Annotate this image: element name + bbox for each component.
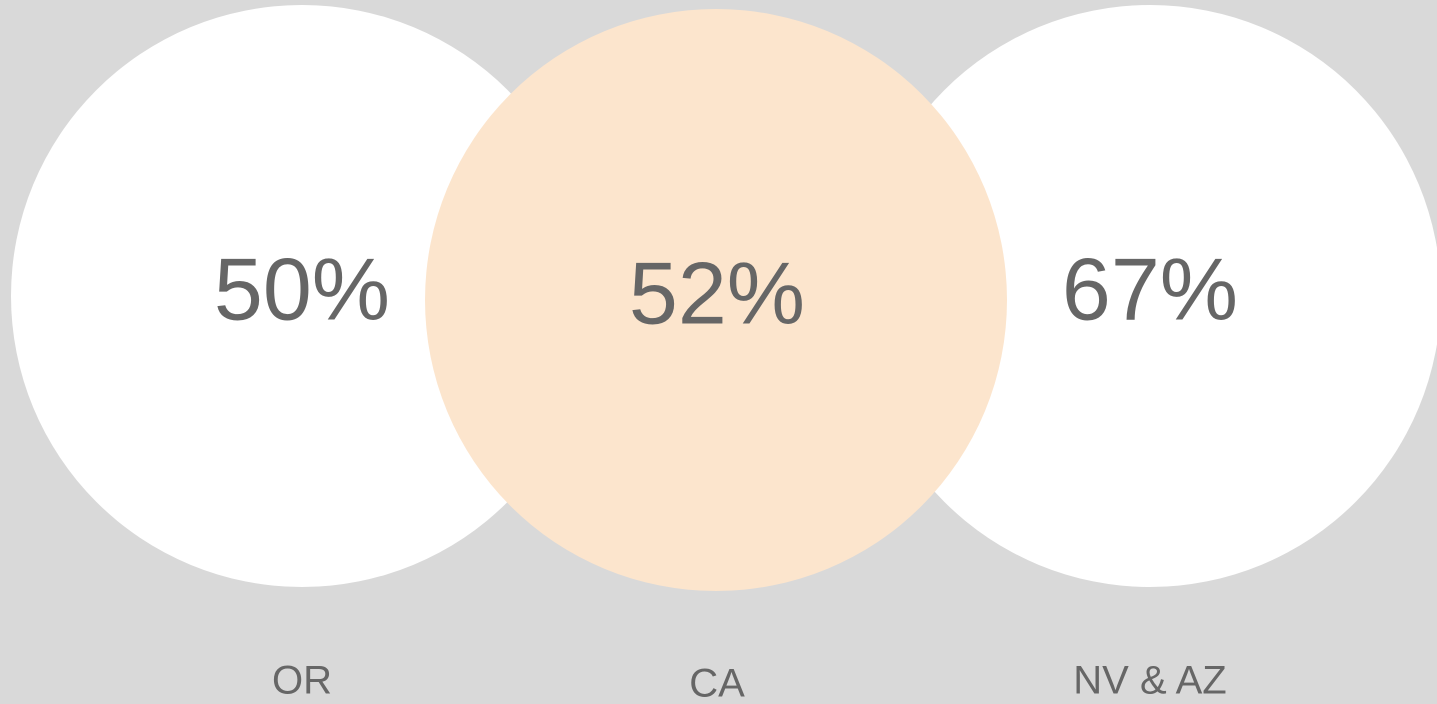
stat-circle: [859, 5, 1437, 587]
stat-circle: [11, 5, 593, 587]
stat-value: 67%: [1062, 239, 1238, 338]
stat-value: 52%: [629, 243, 805, 342]
stat-circle-highlight: [425, 9, 1007, 591]
stat-label: NV & AZ: [1073, 659, 1226, 703]
stat-value: 50%: [214, 239, 390, 338]
stat-label: OR: [272, 659, 332, 703]
stat-label: CA: [689, 662, 745, 704]
